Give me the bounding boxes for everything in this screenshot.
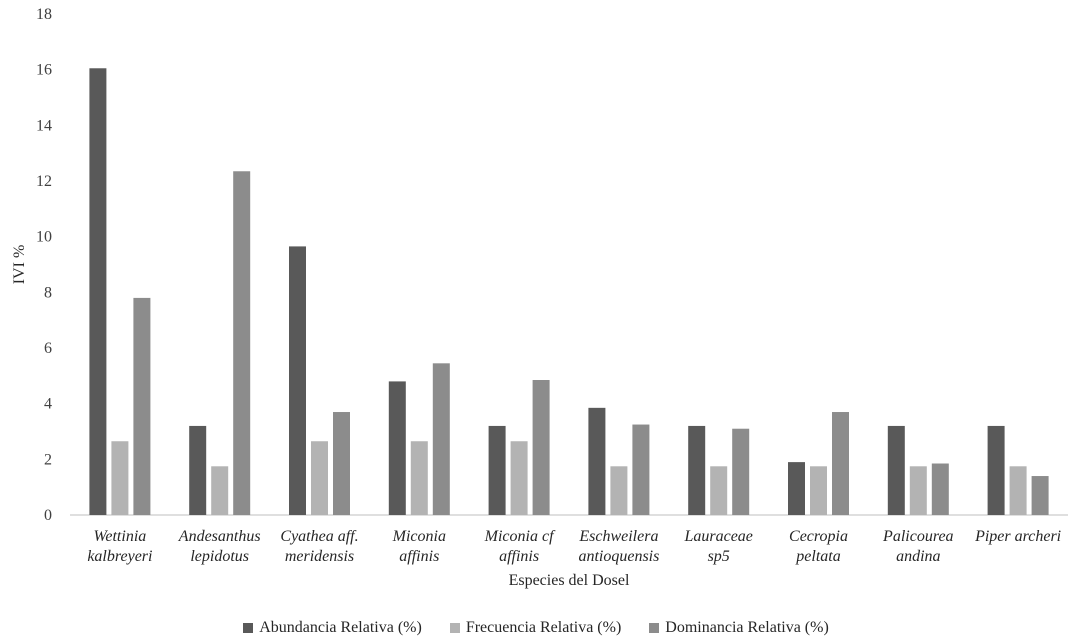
x-tick-label: Cecropia (789, 528, 848, 545)
bar (488, 425, 506, 515)
bar (1009, 466, 1027, 515)
y-tick-label: 14 (36, 117, 52, 134)
x-tick-label: andina (896, 548, 940, 565)
legend-item: Abundancia Relativa (%) (243, 619, 422, 637)
bar (987, 425, 1005, 515)
legend-item: Frecuencia Relativa (%) (449, 619, 622, 637)
x-axis-category-labels: Wettinia kalbreyeri Andesanthus lepidotus Cy… (87, 528, 1061, 565)
bar (189, 425, 207, 515)
x-tick-label: kalbreyeri (87, 548, 152, 565)
x-tick-label: antioquensis (578, 548, 659, 565)
x-tick-label: Miconia (392, 528, 446, 545)
x-tick-label: Wettinia (94, 528, 147, 545)
y-tick-label: 18 (36, 6, 52, 23)
bar (788, 462, 805, 515)
bar (710, 466, 728, 515)
bar (810, 466, 827, 515)
bar-chart: 0 2 4 6 8 10 12 14 16 18 Wettinia kalbreyeri Andesa… (11, 6, 1068, 589)
y-tick-label: 6 (44, 340, 52, 357)
x-axis-title: Especies del Dosel (509, 572, 630, 589)
bar (233, 171, 251, 515)
bar (510, 441, 528, 515)
legend: Abundancia Relativa (%) Frecuencia Relati… (0, 617, 1072, 639)
bar (388, 381, 406, 515)
bar (909, 466, 927, 515)
bar (133, 297, 151, 515)
bar (931, 463, 949, 515)
legend-swatch (449, 623, 460, 633)
legend-swatch (243, 623, 254, 633)
y-tick-label: 4 (44, 396, 52, 413)
x-tick-label: Andesanthus (178, 528, 261, 545)
legend-item: Dominancia Relativa (%) (649, 619, 829, 637)
bar (688, 425, 706, 515)
y-tick-label: 16 (36, 62, 52, 79)
x-tick-label: affinis (499, 548, 539, 565)
bar (632, 424, 650, 515)
legend-swatch (649, 623, 660, 633)
y-tick-label: 0 (44, 507, 52, 524)
bar (89, 68, 107, 516)
bar (1031, 476, 1049, 515)
bars (89, 68, 1049, 516)
y-axis-title: IVI % (11, 245, 28, 285)
x-tick-label: meridensis (285, 548, 354, 565)
y-axis-ticks: 0 2 4 6 8 10 12 14 16 18 (36, 6, 52, 524)
bar (311, 441, 328, 515)
x-tick-label: Piper archeri (974, 528, 1061, 545)
bar (887, 425, 905, 515)
bar (289, 246, 306, 516)
x-tick-label: sp5 (708, 548, 730, 565)
bar (610, 466, 628, 515)
x-tick-label: peltata (795, 548, 840, 565)
y-tick-label: 2 (44, 451, 52, 468)
bar (588, 407, 606, 515)
y-tick-label: 10 (36, 229, 52, 246)
bar (732, 428, 750, 515)
bar (211, 466, 229, 515)
y-tick-label: 12 (36, 173, 52, 190)
x-tick-label: affinis (399, 548, 439, 565)
x-tick-label: Cyathea aff. (280, 528, 358, 545)
y-tick-label: 8 (44, 284, 52, 301)
bar (111, 441, 129, 515)
bar (432, 363, 450, 515)
x-tick-label: Miconia cf (484, 528, 556, 545)
bar (333, 412, 350, 515)
bar (832, 412, 849, 515)
x-tick-label: Eschweilera (578, 528, 658, 545)
legend-label: Abundancia Relativa (%) (259, 619, 422, 636)
x-tick-label: Lauraceae (683, 528, 752, 545)
bar (532, 380, 550, 515)
x-tick-label: lepidotus (190, 548, 249, 565)
bar (410, 441, 428, 515)
x-tick-label: Palicourea (882, 528, 954, 545)
legend-label: Dominancia Relativa (%) (665, 619, 829, 636)
legend-label: Frecuencia Relativa (%) (465, 619, 622, 636)
